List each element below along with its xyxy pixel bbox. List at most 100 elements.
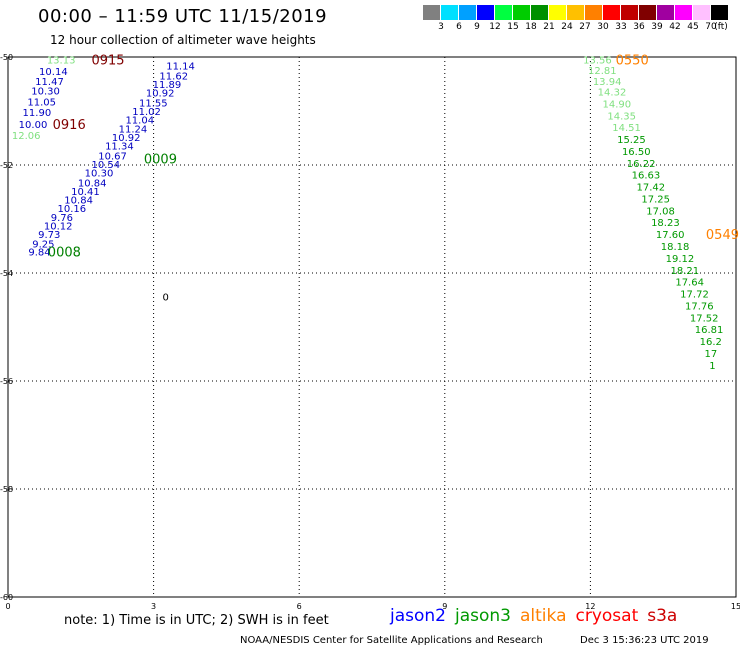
color-swatch [531, 5, 549, 20]
pass-time-label: 0008 [48, 245, 81, 260]
wave-height-value: 16.63 [632, 171, 661, 182]
wave-height-value: 13.13 [47, 56, 76, 67]
wave-height-value: 9.73 [38, 230, 60, 241]
color-scale-label: 12 [489, 22, 501, 32]
wave-height-value: 10.92 [112, 133, 141, 144]
color-scale-label: (ft) [714, 22, 728, 32]
legend-jason3: jason3 [455, 606, 511, 626]
color-swatch [621, 5, 639, 20]
color-scale-label: 3 [438, 22, 444, 32]
y-tick-label: -58 [0, 485, 13, 494]
color-scale-label: 39 [651, 22, 663, 32]
wave-height-value: 18.18 [661, 242, 690, 253]
wave-height-value: 9.76 [51, 213, 73, 224]
wave-height-value: 16.2 [700, 337, 722, 348]
wave-height-value: 10.14 [39, 67, 68, 78]
color-swatch [549, 5, 567, 20]
legend-altika: altika [520, 606, 567, 626]
x-tick-label: 3 [151, 602, 156, 611]
color-scale-label: 36 [633, 22, 645, 32]
wave-height-value: 11.24 [119, 124, 148, 135]
wave-height-value: 10.16 [58, 204, 87, 215]
x-tick-label: 9 [442, 602, 447, 611]
map-title: 00:00 – 11:59 UTC 11/15/2019 [38, 6, 328, 27]
wave-height-value: 11.34 [105, 142, 134, 153]
x-tick-label: 0 [5, 602, 10, 611]
wave-height-color-scale [423, 5, 729, 21]
wave-height-value: 10.12 [44, 221, 73, 232]
color-swatch [675, 5, 693, 20]
wave-height-value: 17.64 [675, 278, 704, 289]
wave-height-value: 10.30 [31, 86, 60, 97]
legend-jason2: jason2 [390, 606, 446, 626]
color-swatch [513, 5, 531, 20]
x-tick-label: 15 [731, 602, 740, 611]
pass-time-label: 0550 [616, 54, 649, 69]
y-tick-label: -60 [0, 593, 13, 602]
wave-height-value: 11.55 [139, 98, 168, 109]
pass-time-label: 0549 [706, 228, 739, 243]
color-swatch [477, 5, 495, 20]
legend-cryosat: cryosat [575, 606, 639, 626]
color-scale-label: 42 [669, 22, 681, 32]
color-swatch [693, 5, 711, 20]
color-swatch [711, 5, 729, 20]
wave-height-value: 17 [704, 349, 717, 360]
y-tick-label: -50 [0, 53, 13, 62]
location-marker: 0 [163, 292, 169, 303]
color-scale-label: 15 [507, 22, 519, 32]
pass-time-label: 0915 [91, 54, 124, 69]
y-tick-label: -52 [0, 161, 13, 170]
wave-height-value: 17.76 [685, 301, 714, 312]
color-scale-label: 33 [615, 22, 627, 32]
wave-height-value: 14.90 [603, 99, 632, 110]
wave-height-value: 11.05 [27, 97, 56, 108]
wave-height-value: 10.92 [146, 89, 175, 100]
wave-height-value: 9.25 [32, 239, 54, 250]
wave-height-value: 14.51 [612, 123, 641, 134]
wave-height-value: 1 [709, 361, 715, 372]
pass-time-label: 0916 [53, 118, 86, 133]
satellite-legend: jason2 jason3 altika cryosat s3a [390, 606, 686, 626]
y-tick-label: -54 [0, 269, 13, 278]
wave-height-value: 11.89 [153, 80, 182, 91]
wave-height-value: 17.08 [646, 206, 675, 217]
wave-height-value: 10.54 [91, 160, 120, 171]
wave-height-value: 18.21 [670, 266, 699, 277]
wave-height-value: 16.22 [627, 159, 656, 170]
legend-s3a: s3a [647, 606, 678, 626]
color-scale-label: 70 [705, 22, 717, 32]
color-scale-label: 30 [597, 22, 609, 32]
color-scale-label: 21 [543, 22, 555, 32]
wave-height-value: 16.81 [695, 325, 724, 336]
map-frame [7, 56, 737, 598]
wave-height-value: 10.84 [78, 178, 107, 189]
wave-height-value: 17.60 [656, 230, 685, 241]
wave-height-value: 10.30 [85, 169, 114, 180]
generation-timestamp: Dec 3 15:36:23 UTC 2019 [580, 635, 709, 646]
wave-height-value: 9.84 [28, 247, 50, 258]
x-tick-label: 6 [297, 602, 302, 611]
wave-height-value: 11.04 [125, 116, 154, 127]
color-swatch [639, 5, 657, 20]
color-swatch [441, 5, 459, 20]
wave-height-value: 10.67 [98, 151, 127, 162]
color-scale-label: 27 [579, 22, 591, 32]
wave-height-value: 15.25 [617, 135, 646, 146]
color-scale-label: 18 [525, 22, 537, 32]
color-scale-label: 6 [456, 22, 462, 32]
wave-height-value: 17.52 [690, 313, 719, 324]
pass-time-label: 0009 [144, 153, 177, 168]
wave-height-value: 18.23 [651, 218, 680, 229]
color-swatch [423, 5, 441, 20]
wave-height-value: 11.90 [23, 108, 52, 119]
color-scale-label: 24 [561, 22, 573, 32]
color-swatch [585, 5, 603, 20]
wave-height-value: 17.25 [641, 194, 670, 205]
wave-height-value: 11.47 [35, 77, 64, 88]
wave-height-value: 13.94 [593, 77, 622, 88]
color-swatch [567, 5, 585, 20]
wave-height-value: 16.50 [622, 147, 651, 158]
wave-height-value: 12.81 [588, 66, 617, 77]
